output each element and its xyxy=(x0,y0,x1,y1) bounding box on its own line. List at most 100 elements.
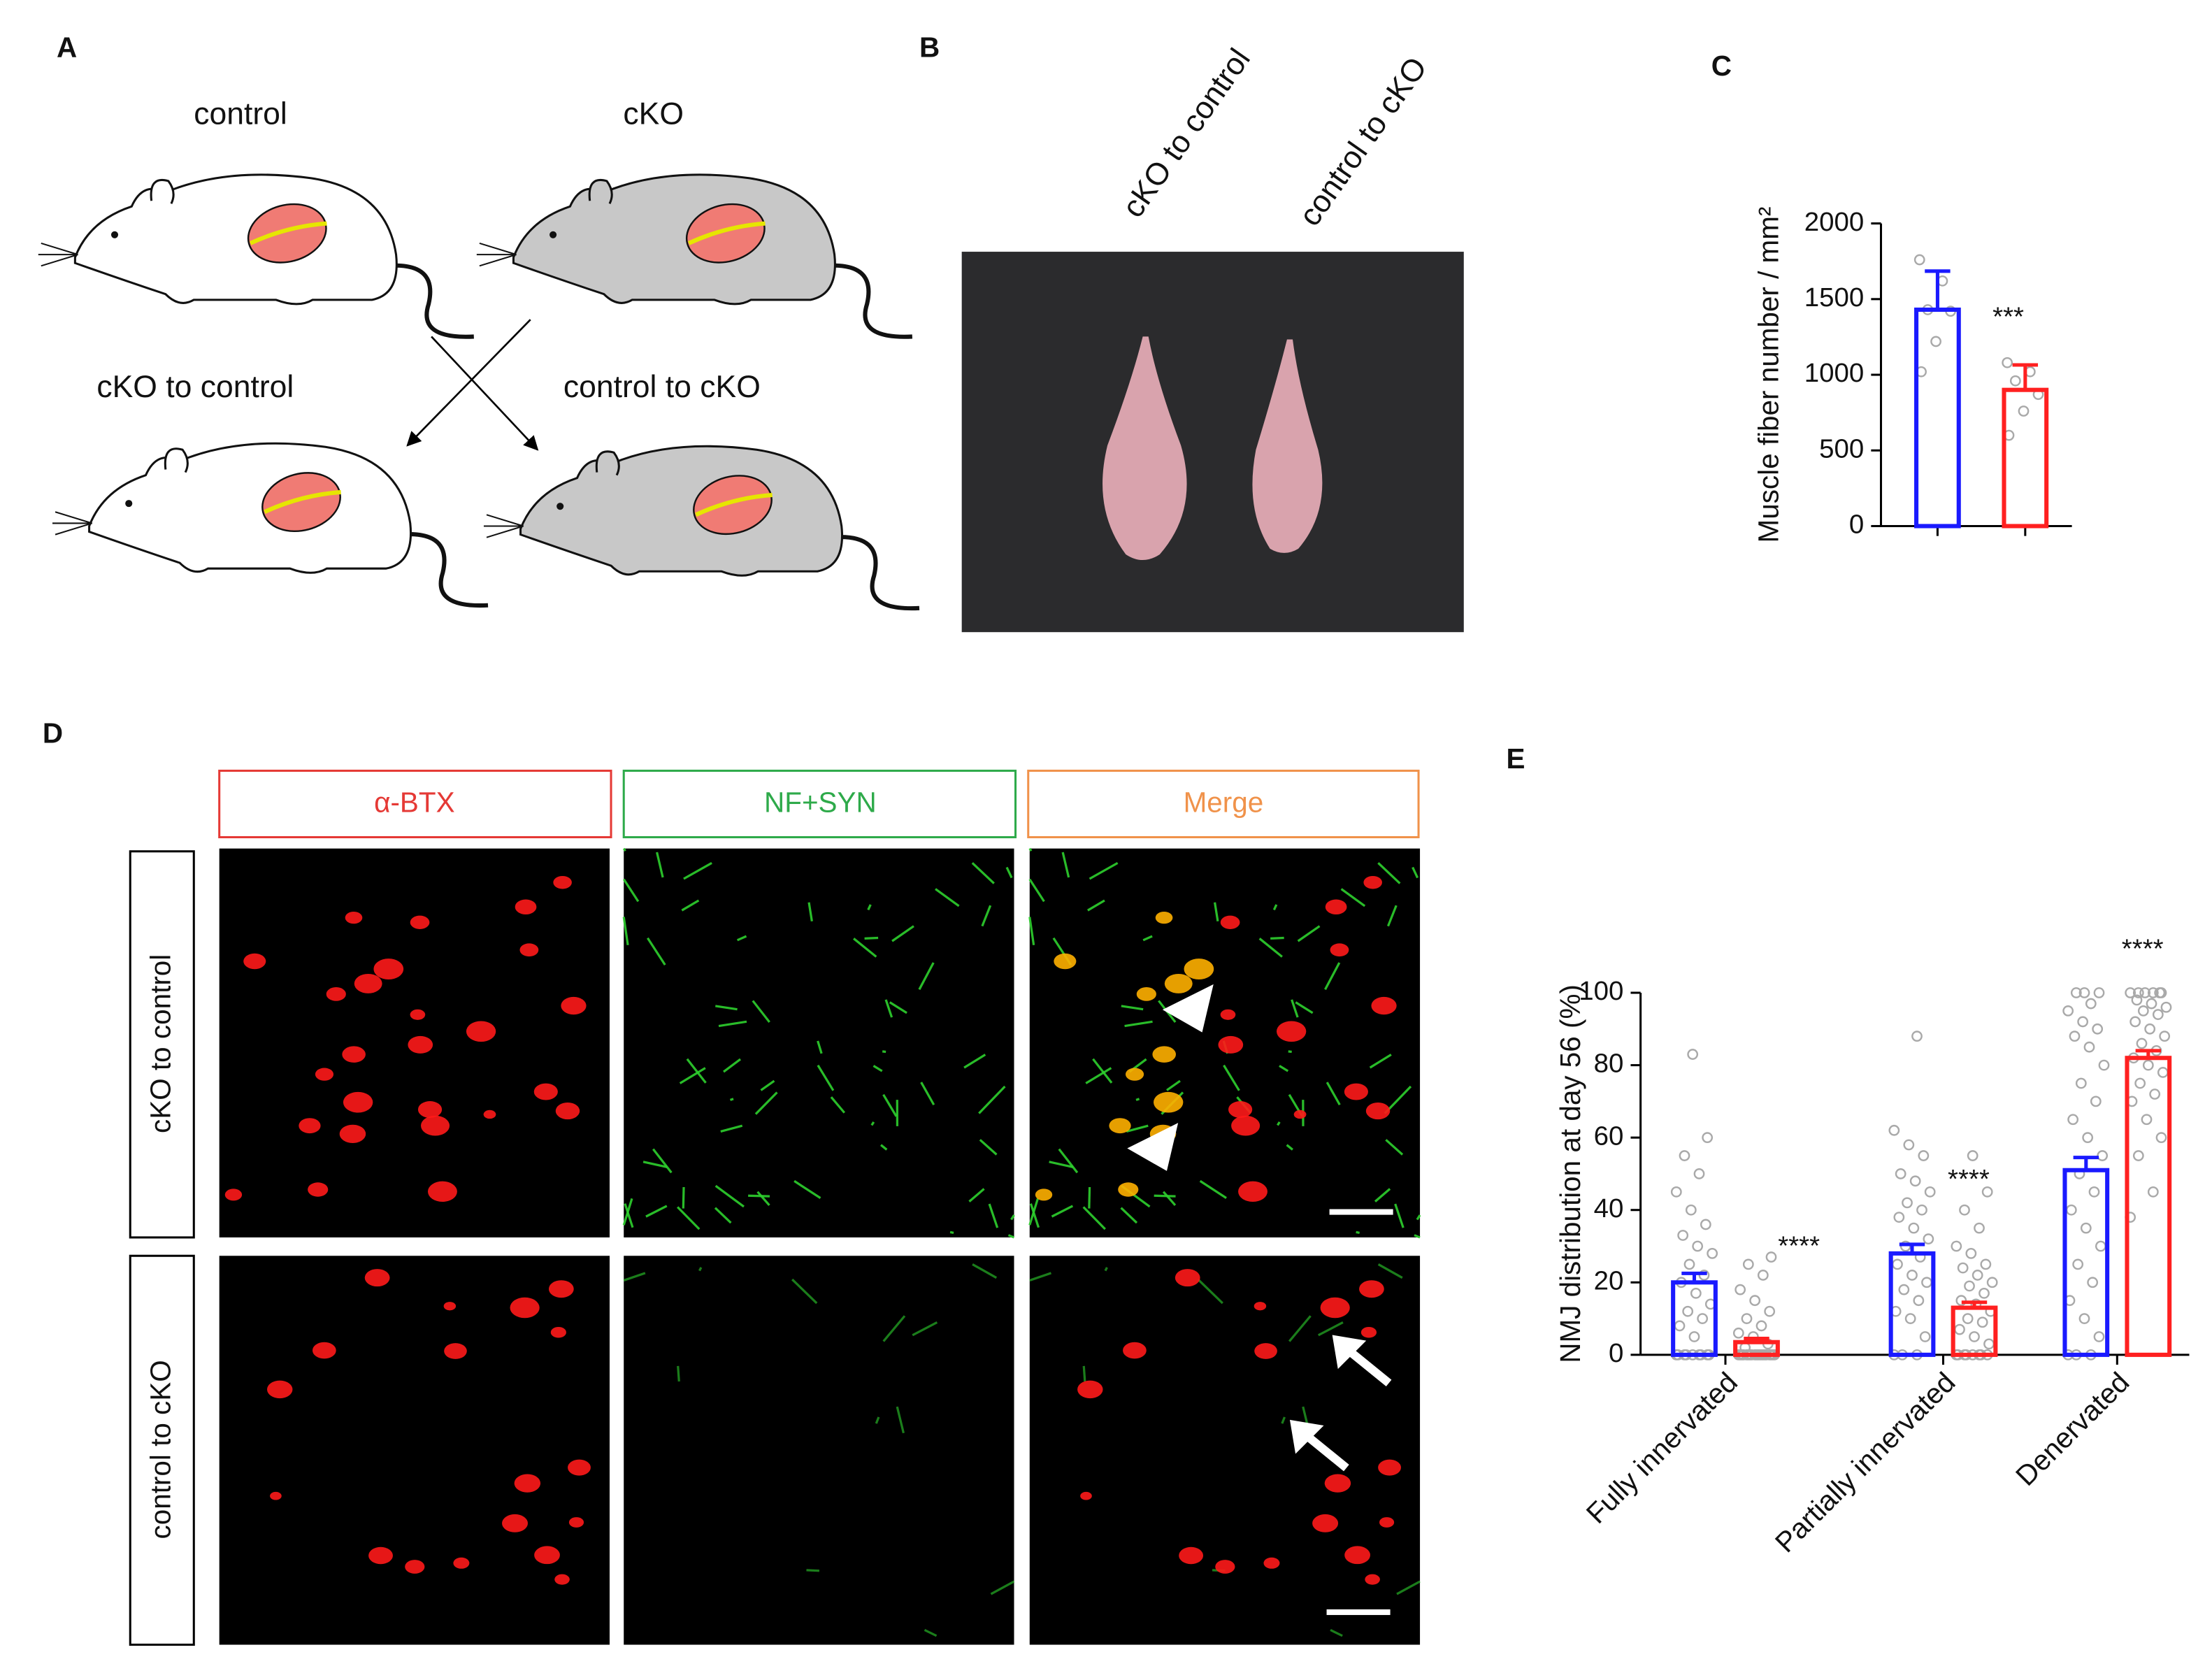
signal xyxy=(421,1115,450,1136)
signal xyxy=(550,1326,566,1338)
column-header-box xyxy=(218,769,612,839)
signal xyxy=(299,1118,321,1134)
data-point xyxy=(2065,1204,2077,1216)
signal xyxy=(682,1186,685,1209)
significance: **** xyxy=(1948,1164,1990,1194)
data-point xyxy=(2080,1222,2092,1234)
signal xyxy=(1166,1079,1181,1091)
data-point xyxy=(1909,1175,1921,1187)
y-axis-label: NMJ distribution at day 56 (%) xyxy=(1554,984,1586,1363)
signal xyxy=(806,1569,820,1572)
group-label: cKO to control xyxy=(96,370,294,404)
signal xyxy=(1162,1191,1177,1207)
signal xyxy=(1220,1009,1236,1020)
mouse xyxy=(476,173,913,339)
scale-bar xyxy=(1326,1609,1391,1616)
signal xyxy=(510,1297,540,1319)
data-point xyxy=(1969,1331,1980,1342)
mouse-whisker xyxy=(41,242,78,256)
signal xyxy=(519,943,539,957)
signal xyxy=(453,1557,470,1569)
mouse-whisker xyxy=(41,254,78,267)
muscle xyxy=(1252,339,1323,553)
y-tick-label: 80 xyxy=(1594,1049,1624,1079)
data-point xyxy=(2139,987,2151,998)
data-point xyxy=(2132,1150,2144,1161)
signal xyxy=(1077,1380,1103,1399)
data-point xyxy=(2160,1001,2172,1013)
signal xyxy=(817,1064,835,1091)
signal xyxy=(1279,1065,1289,1072)
muscle-stripe xyxy=(687,221,766,245)
signal xyxy=(1028,917,1035,946)
y-tick-label: 40 xyxy=(1594,1193,1624,1223)
signal xyxy=(988,1203,999,1228)
signal xyxy=(652,1148,673,1174)
arrowhead xyxy=(1162,984,1214,1033)
data-point xyxy=(1682,1305,1694,1317)
signal xyxy=(971,862,995,884)
signal xyxy=(443,1302,457,1311)
data-point xyxy=(1913,1295,1925,1307)
signal xyxy=(681,899,700,912)
signal xyxy=(647,937,666,965)
signal xyxy=(1154,1091,1184,1113)
signal xyxy=(748,1194,770,1198)
signal xyxy=(364,1269,390,1287)
signal xyxy=(1359,1280,1384,1298)
signal xyxy=(807,902,813,922)
data-point xyxy=(2159,1031,2171,1042)
signal xyxy=(882,1093,898,1117)
data-point xyxy=(1670,1186,1682,1198)
signal xyxy=(1092,1058,1113,1084)
bar xyxy=(2002,387,2049,529)
signal xyxy=(918,962,935,991)
signal xyxy=(963,1054,986,1069)
signal xyxy=(864,936,879,940)
data-point xyxy=(1902,1197,1913,1209)
signal xyxy=(624,1203,634,1228)
signal xyxy=(1223,1064,1240,1091)
signal xyxy=(1238,1181,1267,1202)
signal xyxy=(1142,935,1153,942)
signal xyxy=(548,1280,574,1298)
data-point xyxy=(1683,1258,1695,1270)
signal xyxy=(978,1085,1006,1114)
arrowhead xyxy=(1332,1335,1367,1370)
signal xyxy=(1254,1343,1277,1359)
signal xyxy=(1377,862,1401,884)
signal xyxy=(553,875,572,889)
data-point xyxy=(1749,1295,1761,1307)
data-point xyxy=(1765,1251,1777,1263)
mouse-eye xyxy=(550,231,557,238)
signal xyxy=(714,1207,732,1224)
signal xyxy=(1330,943,1349,957)
data-point xyxy=(1962,1313,1974,1324)
y-tick-label: 2000 xyxy=(1804,207,1864,237)
data-point xyxy=(1899,1240,1911,1252)
signal xyxy=(1005,866,1013,879)
signal xyxy=(1330,1628,1343,1637)
signal xyxy=(270,1491,282,1500)
signal xyxy=(1061,852,1070,878)
signal xyxy=(1136,987,1156,1001)
data-point xyxy=(2078,1313,2090,1324)
signal xyxy=(308,1182,329,1197)
data-point xyxy=(2090,1096,2102,1107)
data-point xyxy=(1690,1287,1702,1299)
row-header-box xyxy=(129,850,195,1239)
signal xyxy=(622,847,626,852)
signal xyxy=(1416,1214,1421,1221)
data-point xyxy=(2082,1132,2094,1144)
signal xyxy=(1184,958,1214,979)
micrograph xyxy=(1029,1256,1421,1645)
mouse xyxy=(483,445,920,611)
data-point xyxy=(2018,405,2030,417)
data-point xyxy=(2088,1186,2100,1198)
signal xyxy=(830,1096,846,1114)
signal xyxy=(267,1380,293,1399)
signal xyxy=(1220,915,1240,930)
y-tick-label: 1000 xyxy=(1804,358,1864,388)
signal xyxy=(1318,1321,1344,1337)
signal xyxy=(1365,1574,1380,1585)
